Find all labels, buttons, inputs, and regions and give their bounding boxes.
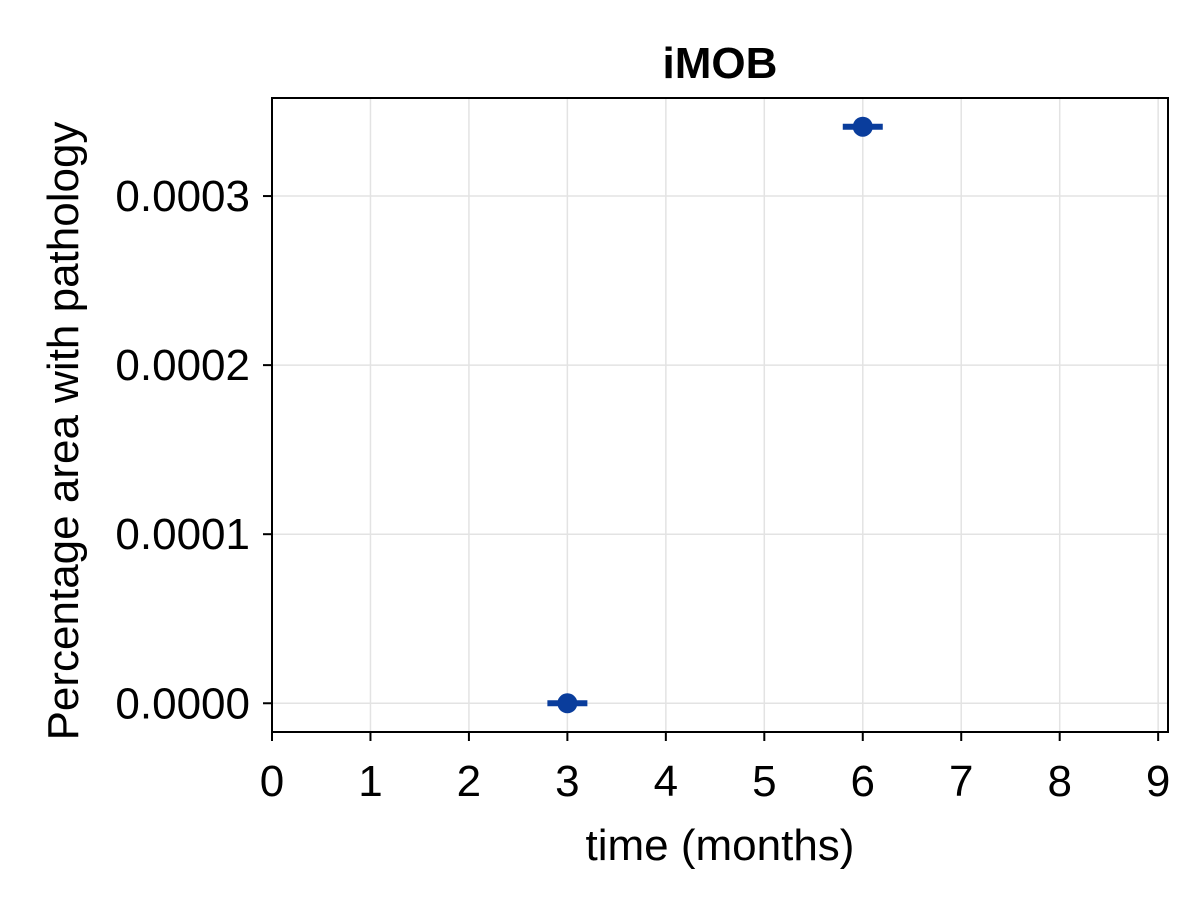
x-tick-label: 5 (752, 757, 776, 806)
chart-title: iMOB (663, 39, 778, 88)
axis-ticks: 0 1 2 3 4 5 6 7 8 9 0.0000 0.0001 0.0002 0.0003 (115, 172, 1170, 806)
x-tick-label: 4 (654, 757, 678, 806)
y-tick-label: 0.0003 (115, 172, 250, 221)
data-marks (547, 116, 883, 714)
x-axis-title: time (months) (586, 821, 855, 870)
x-tick-label: 9 (1146, 757, 1170, 806)
data-point (557, 693, 578, 714)
x-tick-label: 2 (457, 757, 481, 806)
x-tick-label: 7 (949, 757, 973, 806)
y-tick-label: 0.0000 (115, 679, 250, 728)
x-tick-label: 0 (260, 757, 284, 806)
grid (271, 98, 1168, 732)
y-tick-label: 0.0002 (115, 341, 250, 390)
x-tick-label: 8 (1047, 757, 1071, 806)
data-point (852, 116, 873, 137)
x-tick-label: 6 (851, 757, 875, 806)
y-tick-label: 0.0001 (115, 510, 250, 559)
y-axis-title: Percentage area with pathology (39, 122, 88, 741)
plot-frame (271, 97, 1169, 733)
x-tick-label: 1 (358, 757, 382, 806)
x-tick-label: 3 (555, 757, 579, 806)
